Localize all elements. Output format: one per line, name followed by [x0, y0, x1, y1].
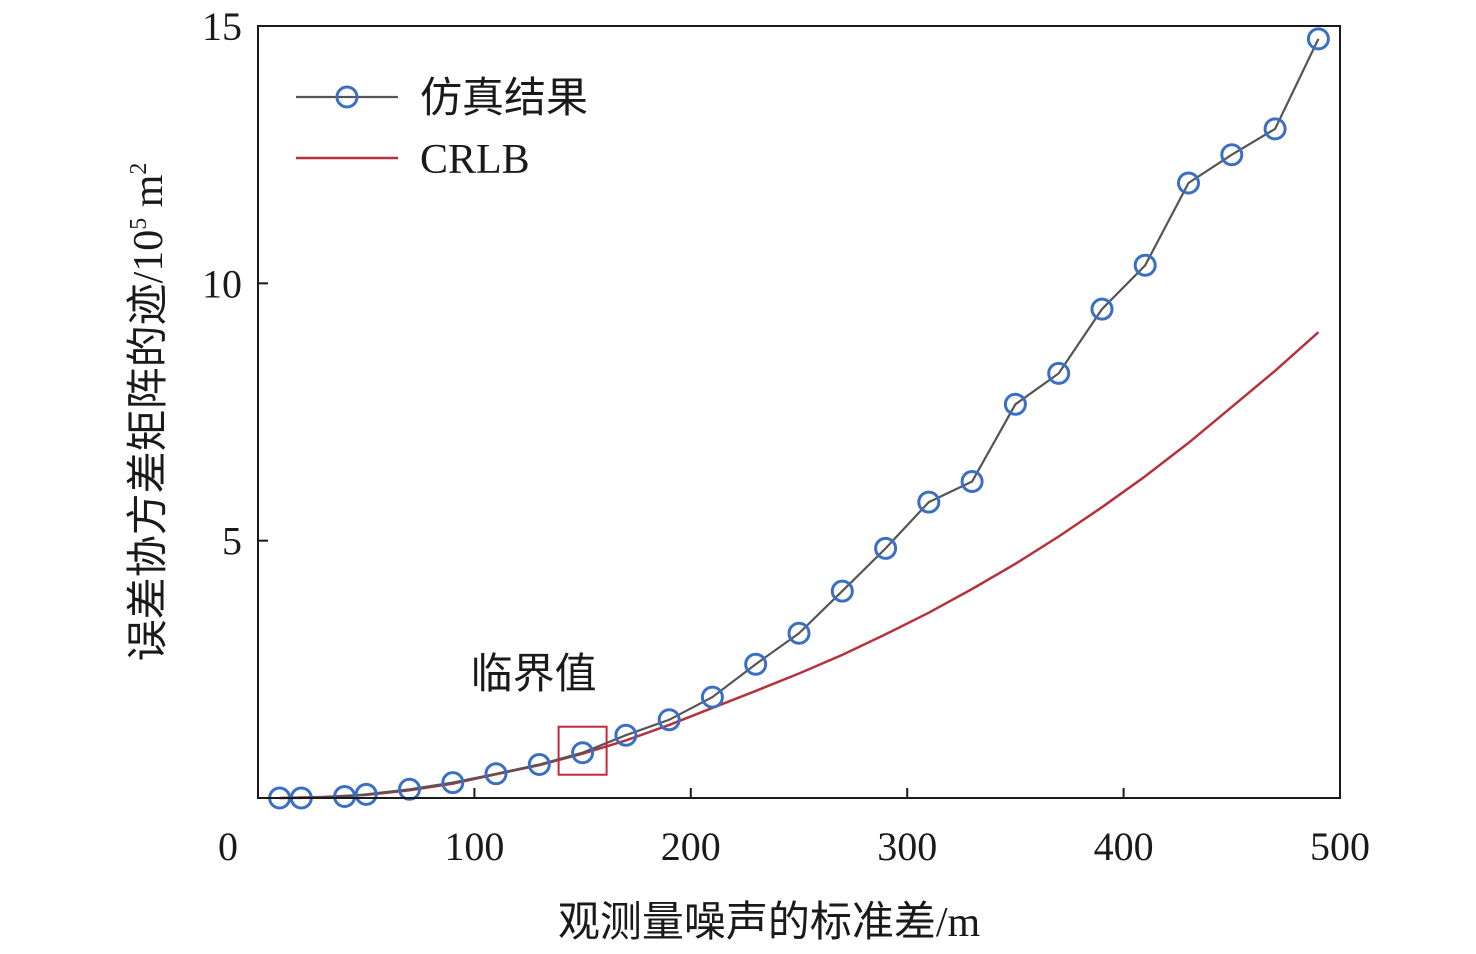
y-axis-label-main: 误差协方差矩阵的迹/10	[126, 230, 172, 662]
y-tick-label: 15	[202, 4, 242, 49]
series-point-simulation	[874, 536, 898, 560]
y-tick-label: 10	[202, 261, 242, 306]
series-point-simulation	[1003, 392, 1027, 416]
series-point-simulation	[960, 470, 984, 493]
series-point-simulation	[398, 777, 421, 801]
series-point-simulation	[1177, 171, 1200, 195]
series-point-simulation	[1220, 143, 1244, 167]
x-tick-label: 500	[1310, 824, 1370, 869]
series-point-simulation	[744, 652, 768, 676]
legend-label-simulation: 仿真结果	[420, 76, 588, 122]
x-tick-label: 0	[218, 824, 238, 869]
y-axis-label-unit: m	[126, 174, 172, 218]
legend-label-crlb: CRLB	[420, 137, 530, 183]
series-point-simulation	[333, 785, 357, 808]
plot-frame	[257, 25, 1341, 799]
series-point-simulation	[1133, 253, 1157, 277]
series-point-simulation	[917, 490, 941, 514]
y-axis-label-exponent: 5	[126, 218, 152, 230]
x-tick-label: 400	[1094, 824, 1154, 869]
x-tick-label: 200	[661, 824, 721, 869]
series-point-simulation	[527, 753, 551, 776]
legend: 仿真结果 CRLB	[296, 76, 588, 183]
axes-layer: 0 100 200 300 400 500 5 10 15 观测量噪声的标准差/m 误差协方差矩阵的…	[126, 4, 1370, 946]
series-point-simulation	[1306, 27, 1330, 51]
series-point-simulation	[1090, 297, 1114, 321]
series-point-simulation	[354, 782, 378, 806]
series-point-simulation	[1263, 117, 1287, 141]
series-point-simulation	[484, 762, 508, 786]
series-point-simulation	[614, 723, 638, 747]
series-point-simulation	[1047, 361, 1071, 385]
series-layer	[268, 27, 1330, 810]
y-axis-label-unit-exponent: 2	[126, 163, 152, 175]
x-tick-label: 100	[444, 824, 504, 869]
series-point-simulation	[830, 579, 854, 603]
series-point-simulation	[571, 741, 595, 765]
series-point-simulation	[700, 685, 724, 709]
legend-marker-simulation	[335, 85, 359, 109]
series-point-simulation	[657, 708, 681, 732]
series-point-simulation	[441, 771, 465, 795]
y-axis-label: 误差协方差矩阵的迹/105 m2	[126, 163, 172, 662]
critical-value-label: 临界值	[471, 651, 597, 698]
series-point-simulation	[787, 621, 811, 645]
annotation-layer: 临界值	[471, 651, 608, 776]
y-tick-label: 5	[222, 519, 242, 564]
critical-value-box	[557, 725, 608, 776]
x-axis-label: 观测量噪声的标准差/m	[558, 900, 981, 946]
x-tick-label: 300	[877, 824, 937, 869]
